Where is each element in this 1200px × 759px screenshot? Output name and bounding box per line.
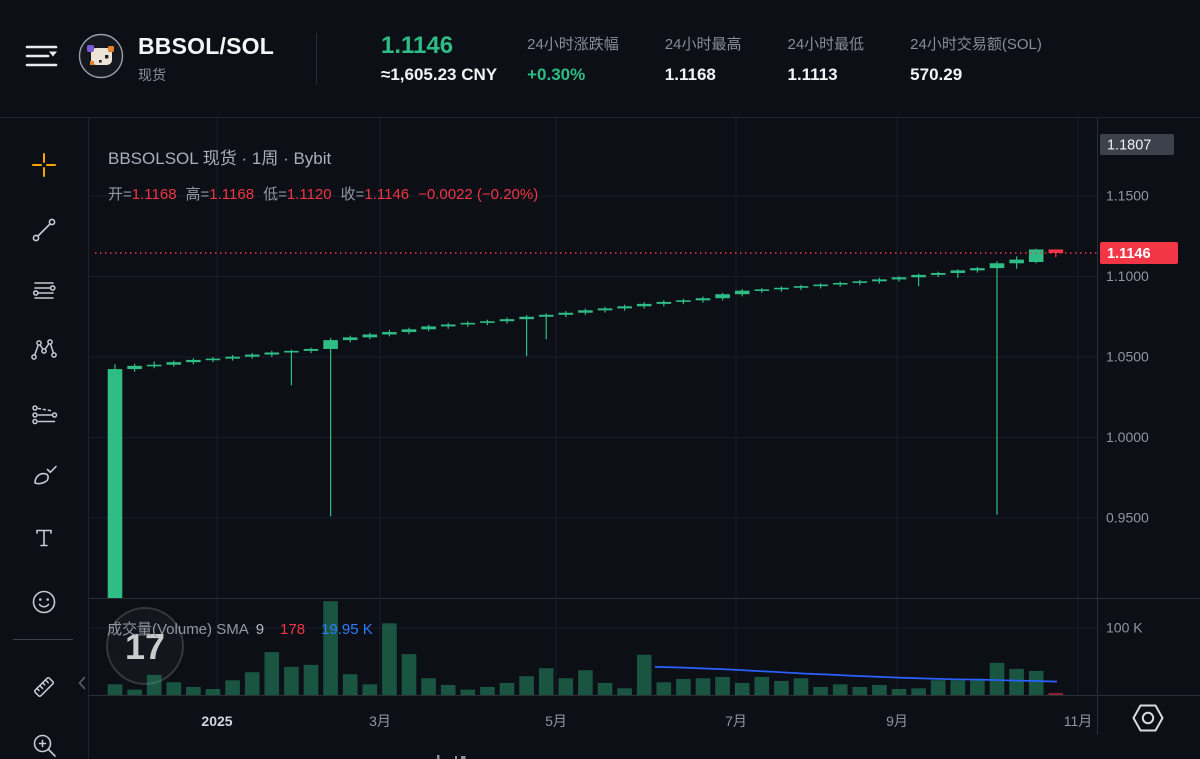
xabcd-pattern-tool[interactable]	[30, 335, 58, 363]
high-value: 1.1168	[209, 186, 255, 203]
candles	[107, 248, 1064, 599]
bottom-cutoff-mark	[461, 756, 466, 759]
chart-area: 17 1.1500 1.1000 1.0500 1.0000 0.9500 100 K 1.1…	[0, 118, 1200, 759]
svg-text:0.9500: 0.9500	[1106, 510, 1149, 526]
zoom-in-tool[interactable]	[30, 731, 58, 759]
svg-text:2025: 2025	[201, 713, 232, 729]
svg-text:1.1807: 1.1807	[1107, 138, 1151, 154]
brush-tool[interactable]	[30, 462, 58, 490]
low-label: 低=	[263, 186, 287, 203]
horizontal-lines-tool[interactable]	[30, 276, 58, 304]
stats-row: 24小时涨跌幅 +0.30% 24小时最高 1.1168 24小时最低 1.11…	[527, 33, 1042, 85]
crosshair-tool[interactable]	[30, 151, 58, 179]
volume-legend[interactable]: 成交量(Volume) SMA 9 178 19.95 K	[107, 618, 373, 639]
toolbar-divider	[13, 639, 73, 640]
stat-24h-change: 24小时涨跌幅 +0.30%	[527, 35, 619, 84]
menu-button[interactable]	[24, 41, 60, 76]
drawing-toolbar	[0, 118, 89, 759]
token-logo-icon	[78, 33, 124, 84]
fiat-price: ≈1,605.23 CNY	[380, 65, 498, 84]
svg-text:1.1000: 1.1000	[1106, 268, 1149, 284]
sma-value: 19.95 K	[321, 621, 373, 638]
price-axis[interactable]: 1.1500 1.1000 1.0500 1.0000 0.9500 100 K 1.180…	[1100, 134, 1178, 636]
close-label: 收=	[340, 186, 365, 203]
svg-text:7月: 7月	[725, 713, 747, 729]
ohlc-readout: 开=1.1168 高=1.1168 低=1.1120 收=1.1146 −0.0022 …	[108, 183, 547, 204]
svg-text:11月: 11月	[1064, 713, 1093, 729]
projection-tool[interactable]	[30, 400, 58, 428]
toolbar-collapse-icon[interactable]	[78, 676, 86, 695]
open-value: 1.1168	[131, 186, 177, 203]
svg-text:3月: 3月	[369, 713, 391, 729]
market-type-label: 现货	[138, 66, 166, 83]
last-price: 1.1146	[380, 32, 454, 59]
emoji-tool[interactable]	[30, 588, 58, 616]
tradingview-watermark	[106, 607, 184, 685]
svg-text:1.1500: 1.1500	[1106, 188, 1149, 204]
gridlines	[88, 118, 1097, 695]
svg-text:9月: 9月	[886, 713, 908, 729]
svg-text:1.0000: 1.0000	[1106, 429, 1149, 445]
svg-text:1.0500: 1.0500	[1106, 349, 1149, 365]
stat-24h-low: 24小时最低 1.1113	[787, 35, 865, 84]
bottom-cutoff-mark	[455, 756, 457, 759]
header: BBSOL/SOL 现货 1.1146 ≈1,605.23 CNY 24小时涨跌…	[0, 0, 1200, 118]
bottom-cutoff-mark	[437, 755, 440, 759]
volume-indicator-name: 成交量(Volume) SMA	[107, 621, 249, 638]
ruler-tool[interactable]	[30, 673, 58, 701]
pair-symbol[interactable]: BBSOL/SOL	[138, 32, 274, 59]
chart-title[interactable]: BBSOLSOL 现货 · 1周 · Bybit	[108, 149, 332, 168]
open-label: 开=	[108, 186, 132, 203]
high-price-badge	[1100, 134, 1174, 155]
header-divider	[315, 32, 317, 85]
last-price-badge	[1100, 241, 1178, 264]
stat-24h-high: 24小时最高 1.1168	[664, 35, 742, 84]
high-label: 高=	[185, 186, 210, 203]
close-value: 1.1146	[364, 186, 410, 203]
settings-icon[interactable]	[1132, 704, 1164, 732]
svg-text:17: 17	[125, 626, 165, 667]
text-tool[interactable]	[30, 524, 58, 552]
sma-period: 9	[255, 621, 265, 638]
svg-text:1.1146: 1.1146	[1107, 246, 1151, 262]
low-value: 1.1120	[286, 186, 332, 203]
stat-24h-turnover: 24小时交易额(SOL) 570.29	[910, 35, 1042, 84]
time-axis[interactable]: 2025 3月 5月 7月 9月 11月	[201, 713, 1092, 729]
svg-text:5月: 5月	[545, 713, 567, 729]
volume-bars	[107, 601, 1064, 695]
trend-line-tool[interactable]	[30, 216, 58, 244]
change-value: −0.0022 (−0.20%)	[418, 186, 539, 203]
sma-line	[654, 666, 1058, 683]
volume-value: 178	[280, 621, 306, 638]
svg-text:100 K: 100 K	[1106, 620, 1143, 636]
